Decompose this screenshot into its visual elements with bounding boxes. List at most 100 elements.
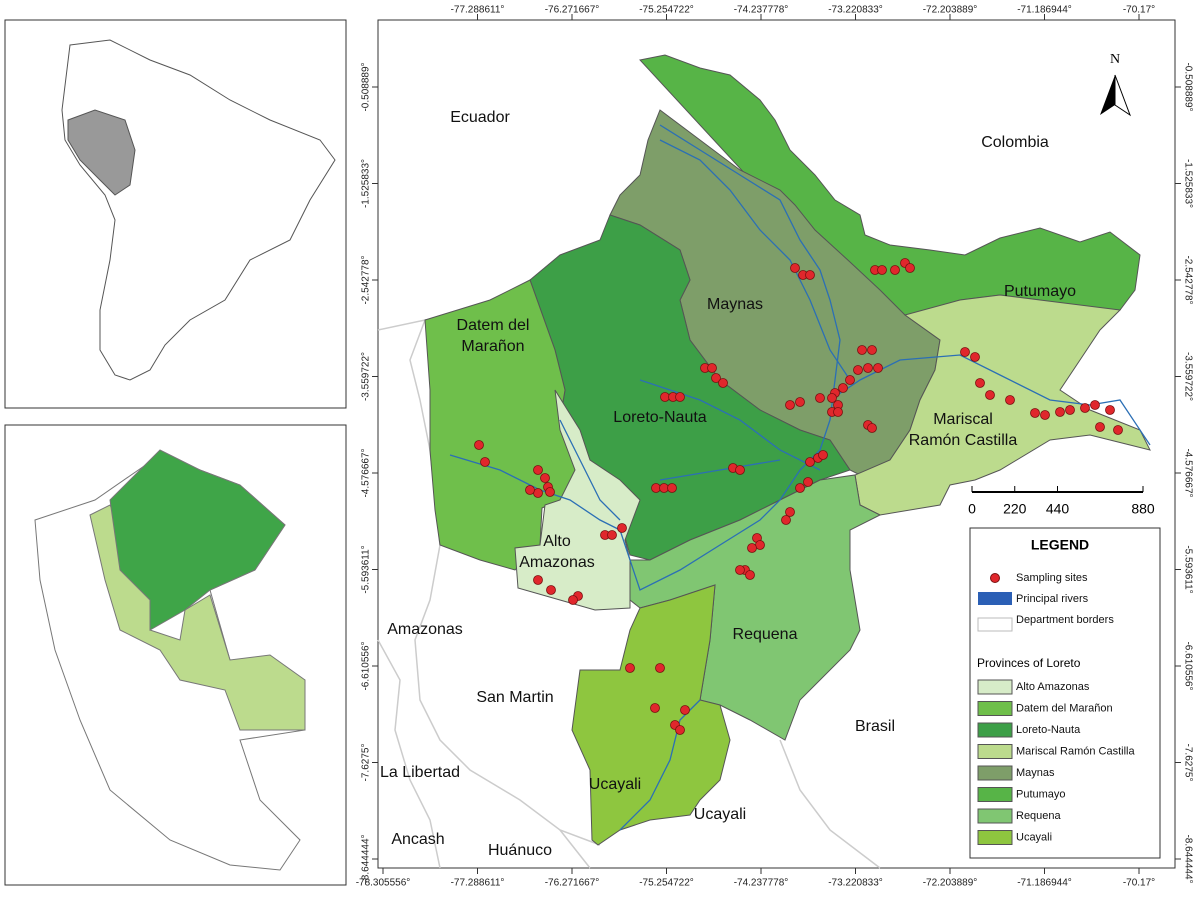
sampling-site	[863, 363, 873, 373]
legend-swatch	[977, 722, 1013, 738]
sampling-site	[790, 263, 800, 273]
place-label: Ecuador	[450, 109, 510, 126]
sampling-site	[607, 530, 617, 540]
sampling-site	[975, 378, 985, 388]
sampling-site	[867, 345, 877, 355]
sampling-site	[625, 663, 635, 673]
sampling-site	[803, 477, 813, 487]
sampling-site	[545, 487, 555, 497]
latitude-label: -2.542778°	[361, 255, 372, 304]
sampling-site	[960, 347, 970, 357]
place-label: Colombia	[981, 134, 1049, 151]
place-label: Putumayo	[1004, 283, 1076, 300]
place-label: Ramón Castilla	[909, 432, 1018, 449]
sampling-site	[970, 352, 980, 362]
sampling-site	[1105, 405, 1115, 415]
place-label: Alto	[543, 533, 571, 550]
place-label: San Martin	[476, 689, 553, 706]
latitude-label: -5.593611°	[361, 545, 372, 593]
north-label: N	[1110, 52, 1120, 67]
sampling-site	[533, 575, 543, 585]
legend-swatch	[977, 787, 1013, 802]
legend-label: Datem del Marañon	[1016, 702, 1113, 714]
latitude-label: -0.508889°	[1182, 62, 1193, 111]
longitude-label: -73.220833°	[828, 878, 883, 889]
province-area	[854, 294, 1151, 516]
province-area	[514, 389, 641, 611]
legend-swatch	[977, 701, 1013, 716]
legend-symbol	[978, 592, 1012, 605]
sampling-site	[1090, 400, 1100, 410]
sampling-site	[1005, 395, 1015, 405]
longitude-label: -71.186944°	[1017, 878, 1072, 889]
legend-swatch	[977, 744, 1013, 759]
sampling-site	[1055, 407, 1065, 417]
sampling-site	[745, 570, 755, 580]
legend-swatch	[977, 765, 1013, 781]
sampling-site	[650, 703, 660, 713]
sampling-site	[873, 363, 883, 373]
sampling-site	[655, 663, 665, 673]
longitude-label: -71.186944°	[1017, 5, 1072, 16]
longitude-label: -74.237778°	[734, 5, 789, 16]
longitude-label: -70.17°	[1123, 878, 1155, 889]
place-label: Ancash	[391, 831, 444, 848]
place-label: Amazonas	[387, 621, 463, 638]
longitude-label: -73.220833°	[828, 5, 883, 16]
scale-label: 0	[968, 501, 976, 517]
legend-label: Department borders	[1016, 614, 1114, 626]
sampling-site	[747, 543, 757, 553]
latitude-label: -0.508889°	[361, 62, 372, 111]
legend-label: Mariscal Ramón Castilla	[1016, 745, 1135, 757]
latitude-label: -7.6275°	[1182, 744, 1193, 782]
sampling-site	[833, 407, 843, 417]
latitude-label: -1.525833°	[361, 159, 372, 208]
sampling-site	[1030, 408, 1040, 418]
provinces	[424, 54, 1151, 846]
sampling-site	[795, 483, 805, 493]
sampling-site	[1040, 410, 1050, 420]
longitude-label: -72.203889°	[923, 878, 978, 889]
labels: -78.305556° -77.288611° -77.288611° -76.271…	[356, 5, 1194, 889]
place-label: Loreto-Nauta	[613, 409, 706, 426]
longitude-label: -75.254722°	[639, 878, 694, 889]
legend-subtitle: Provinces of Loreto	[977, 656, 1081, 670]
sampling-site	[905, 263, 915, 273]
longitude-label: -74.237778°	[734, 878, 789, 889]
latitude-label: -8.644444°	[1182, 834, 1193, 883]
latitude-label: -8.644444°	[361, 834, 372, 883]
latitude-label: -5.593611°	[1182, 545, 1193, 593]
legend-symbol	[990, 573, 1000, 583]
sampling-site	[781, 515, 791, 525]
legend: LEGEND Sampling sites Principal rivers Depa…	[977, 537, 1135, 845]
longitude-label: -77.288611°	[451, 878, 505, 889]
legend-label: Ucayali	[1016, 831, 1052, 843]
place-label: Ucayali	[589, 776, 641, 793]
loreto-dark	[109, 449, 286, 631]
sampling-site	[805, 270, 815, 280]
place-label: Ucayali	[694, 806, 746, 823]
sampling-site	[877, 265, 887, 275]
sampling-site	[805, 457, 815, 467]
latitude-label: -1.525833°	[1182, 159, 1193, 208]
place-label: La Libertad	[380, 764, 460, 781]
sampling-site	[711, 373, 721, 383]
sampling-site	[480, 457, 490, 467]
sampling-site	[707, 363, 717, 373]
legend-label: Loreto-Nauta	[1016, 724, 1081, 736]
sampling-site	[853, 365, 863, 375]
legend-label: Maynas	[1016, 767, 1055, 779]
sampling-site	[675, 725, 685, 735]
sampling-site	[845, 375, 855, 385]
legend-label: Alto Amazonas	[1016, 681, 1090, 693]
place-label: Requena	[733, 626, 798, 643]
legend-label: Principal rivers	[1016, 593, 1089, 605]
sampling-site	[785, 400, 795, 410]
province-area	[571, 584, 731, 846]
scale-label: 220	[1003, 501, 1027, 517]
sampling-site	[525, 485, 535, 495]
sampling-site	[718, 378, 728, 388]
sampling-site	[735, 565, 745, 575]
sampling-site	[533, 465, 543, 475]
